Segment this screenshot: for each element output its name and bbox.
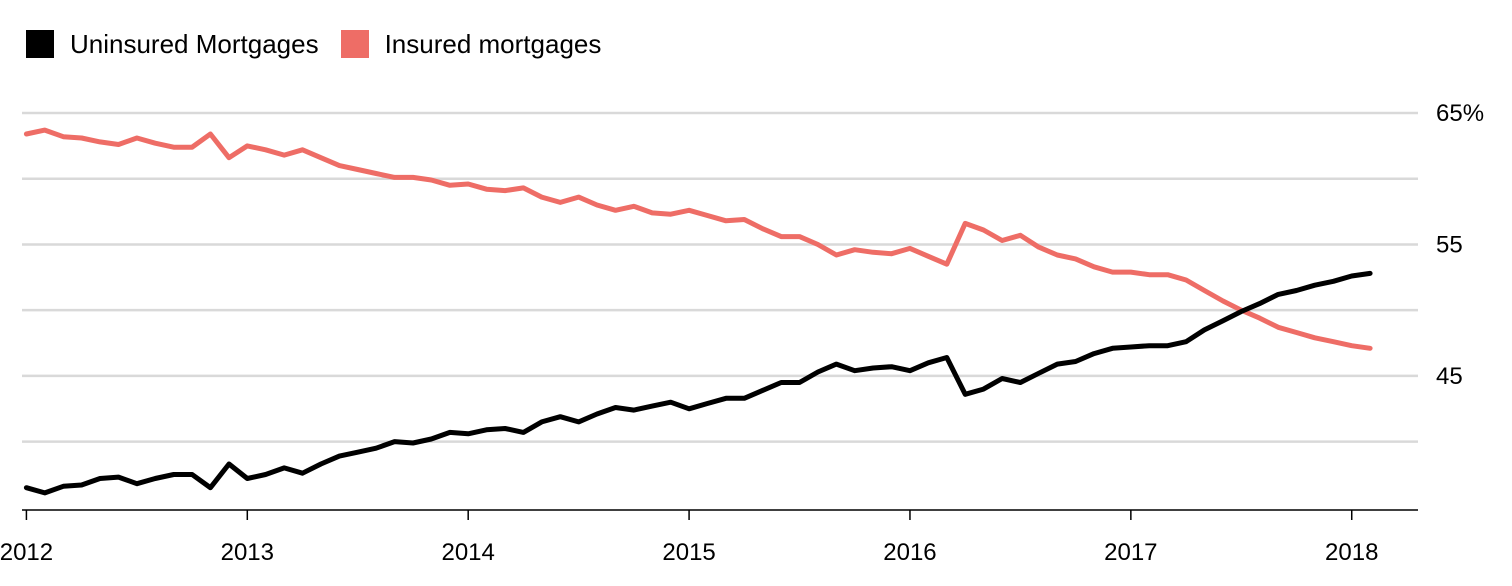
x-tick-label-2013: 2013	[221, 539, 274, 566]
legend-item-insured[interactable]: Insured mortgages	[340, 28, 602, 60]
legend: Uninsured Mortgages Insured mortgages	[26, 28, 623, 60]
legend-swatch-insured	[340, 30, 369, 58]
x-tick-label-2012: 2012	[0, 539, 53, 566]
legend-label-uninsured: Uninsured Mortgages	[70, 29, 319, 59]
legend-item-uninsured[interactable]: Uninsured Mortgages	[26, 28, 319, 60]
y-tick-label-65: 65%	[1436, 100, 1484, 127]
x-tick-label-2015: 2015	[662, 539, 715, 566]
gridlines	[22, 111, 1418, 443]
legend-swatch-uninsured	[26, 30, 54, 58]
x-tick-label-2016: 2016	[883, 539, 936, 566]
y-tick-label-45: 45	[1436, 363, 1463, 390]
series-lines	[23, 127, 1373, 496]
series-line-uninsured	[23, 270, 1373, 496]
legend-label-insured: Insured mortgages	[384, 29, 602, 59]
x-tick-label-2014: 2014	[441, 539, 494, 566]
x-tick-label-2018: 2018	[1325, 539, 1378, 566]
series-line-insured	[23, 127, 1373, 351]
x-axis: 2012 2013 2014 2015 2016 2017 2018	[0, 509, 1418, 566]
x-tick-label-2017: 2017	[1104, 539, 1157, 566]
y-tick-label-55: 55	[1436, 231, 1463, 258]
y-axis-labels: 45 55 65%	[1436, 100, 1484, 390]
